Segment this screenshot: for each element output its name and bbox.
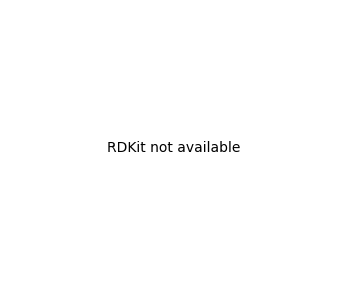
Text: RDKit not available: RDKit not available [107, 141, 240, 156]
